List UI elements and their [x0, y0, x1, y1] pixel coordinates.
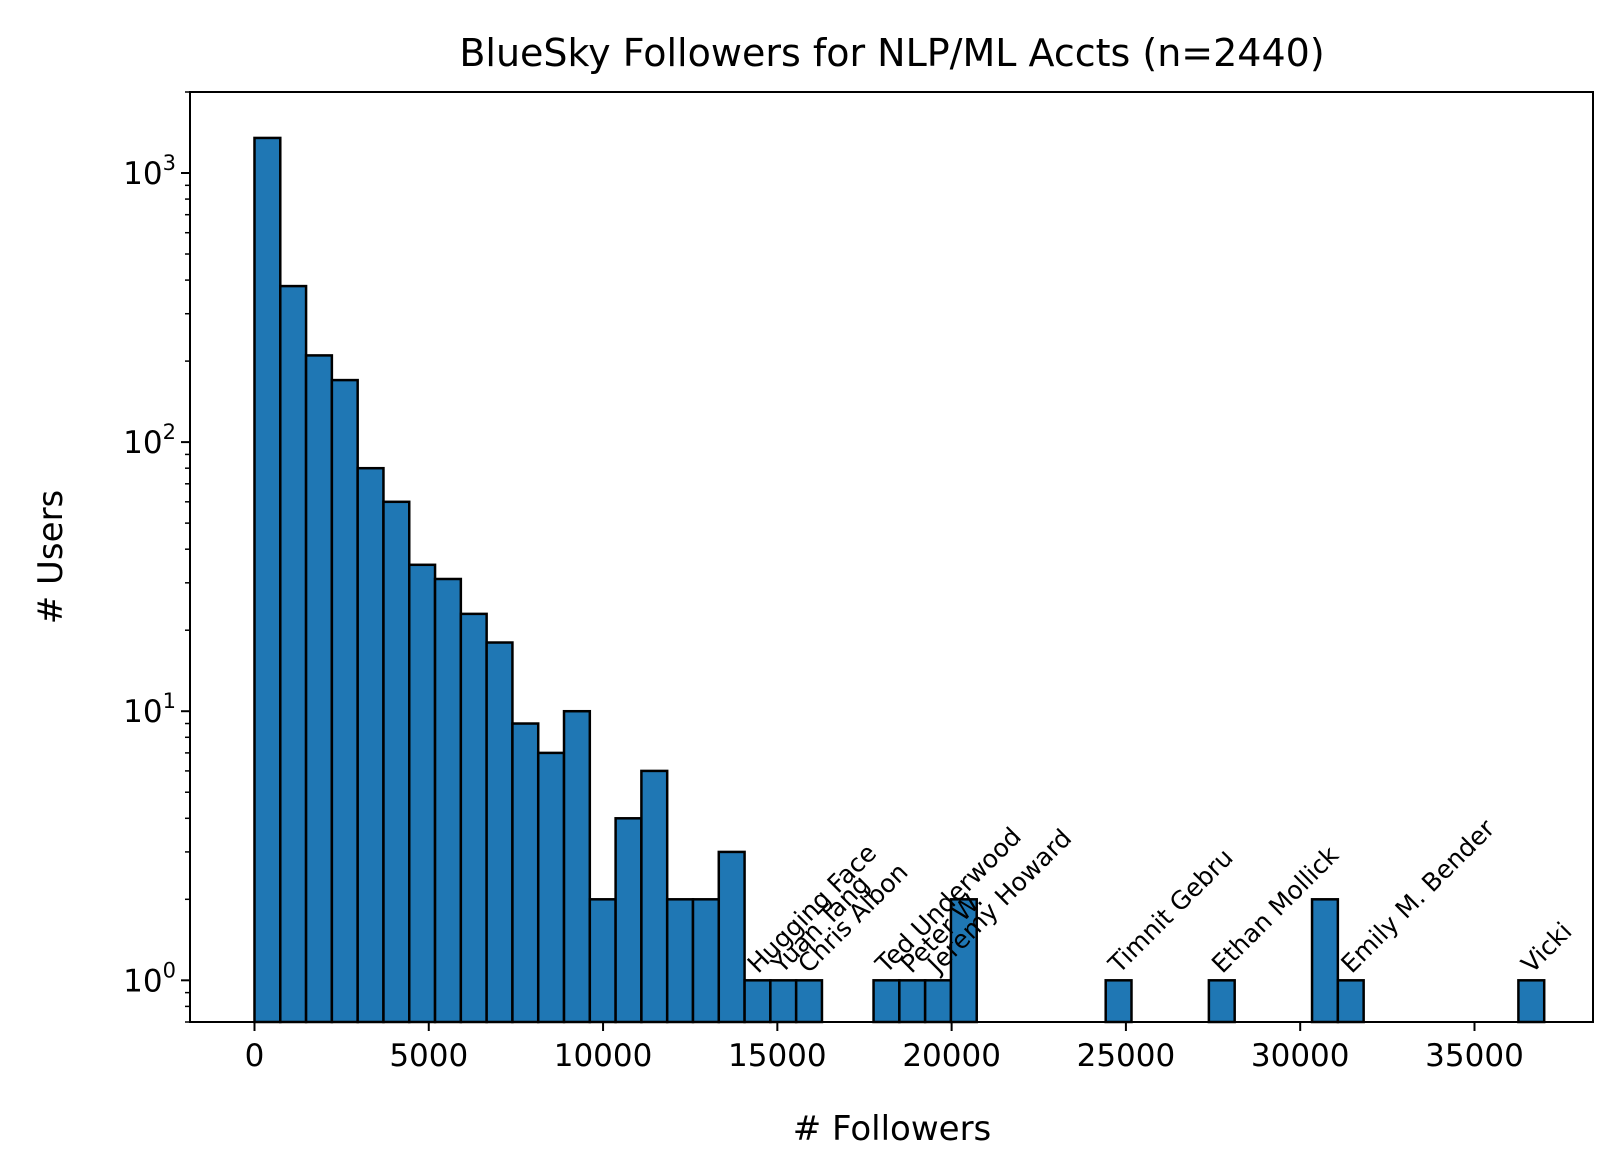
histogram-bar	[562, 709, 592, 1024]
y-tick-base: 10	[123, 425, 162, 461]
histogram-bar	[640, 769, 669, 1024]
x-axis-label: # Followers	[793, 1109, 992, 1149]
histogram-bar	[743, 979, 772, 1024]
histogram-bar	[485, 641, 514, 1024]
x-tick-label: 0	[245, 1038, 265, 1074]
x-tick-label: 35000	[1425, 1038, 1524, 1074]
x-tick-label: 5000	[389, 1038, 468, 1074]
plot-frame	[189, 91, 1594, 1023]
y-tick-exponent: 3	[163, 151, 176, 175]
histogram-bar	[279, 284, 308, 1024]
histogram-bar	[691, 898, 721, 1024]
histogram-bar	[717, 850, 746, 1024]
y-tick-label: 101	[123, 689, 176, 730]
y-tick-base: 10	[123, 963, 162, 999]
histogram-bar	[408, 563, 437, 1024]
histogram-bar	[1310, 898, 1340, 1024]
y-tick-exponent: 1	[163, 689, 176, 713]
chart-title: BlueSky Followers for NLP/ML Accts (n=24…	[459, 31, 1324, 75]
x-axis: 0 5000 10000 15000 20000 25000 30000 35000	[245, 1022, 1524, 1074]
histogram-bar	[665, 898, 695, 1024]
histogram-bar	[588, 898, 617, 1024]
histogram-bar	[769, 979, 798, 1024]
histogram-bar	[459, 612, 488, 1024]
histogram-bar	[304, 354, 334, 1024]
y-tick-label: 103	[123, 151, 176, 192]
histogram-bar	[382, 500, 411, 1024]
x-tick-label: 20000	[902, 1038, 1001, 1074]
histogram-bar	[872, 979, 901, 1024]
histogram-bar	[898, 979, 927, 1024]
histogram-bar	[330, 378, 359, 1024]
x-tick-label: 15000	[728, 1038, 827, 1074]
histogram-bar	[253, 136, 282, 1024]
x-tick-label: 25000	[1077, 1038, 1176, 1074]
y-tick-label: 100	[123, 958, 176, 999]
histogram-bar	[923, 979, 953, 1024]
histogram-bars	[253, 136, 1546, 1024]
y-tick-base: 10	[123, 156, 162, 192]
histogram-bar	[794, 979, 824, 1024]
histogram-bar	[1207, 979, 1236, 1024]
histogram-bar	[433, 577, 463, 1024]
histogram-bar	[536, 751, 566, 1024]
x-tick-label: 10000	[554, 1038, 653, 1074]
y-tick-base: 10	[123, 694, 162, 730]
histogram-bar	[614, 817, 643, 1024]
x-tick-label: 30000	[1251, 1038, 1350, 1074]
histogram-bar	[949, 898, 978, 1024]
histogram-bar	[356, 466, 385, 1024]
y-tick-exponent: 0	[163, 958, 176, 982]
histogram-bar	[1104, 979, 1133, 1024]
y-tick-label: 102	[123, 420, 176, 461]
histogram-bar	[1336, 979, 1365, 1024]
histogram-bar	[511, 722, 540, 1024]
histogram-bar	[1517, 979, 1546, 1024]
y-axis-label: # Users	[31, 490, 71, 625]
y-tick-exponent: 2	[163, 420, 176, 444]
